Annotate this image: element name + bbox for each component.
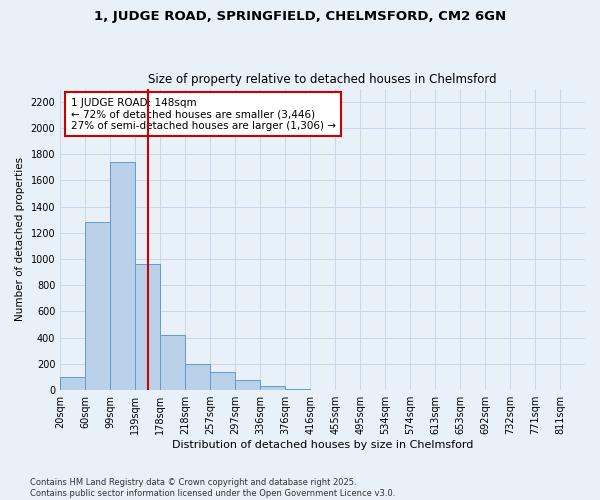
Bar <box>160 335 185 390</box>
Bar <box>210 372 235 390</box>
Bar <box>110 162 135 390</box>
Y-axis label: Number of detached properties: Number of detached properties <box>15 158 25 322</box>
Text: Contains HM Land Registry data © Crown copyright and database right 2025.
Contai: Contains HM Land Registry data © Crown c… <box>30 478 395 498</box>
Bar <box>85 222 110 390</box>
Text: 1, JUDGE ROAD, SPRINGFIELD, CHELMSFORD, CM2 6GN: 1, JUDGE ROAD, SPRINGFIELD, CHELMSFORD, … <box>94 10 506 23</box>
X-axis label: Distribution of detached houses by size in Chelmsford: Distribution of detached houses by size … <box>172 440 473 450</box>
Text: 1 JUDGE ROAD: 148sqm
← 72% of detached houses are smaller (3,446)
27% of semi-de: 1 JUDGE ROAD: 148sqm ← 72% of detached h… <box>71 98 335 131</box>
Bar <box>235 380 260 390</box>
Bar <box>135 264 160 390</box>
Bar <box>185 364 210 390</box>
Bar <box>60 377 85 390</box>
Bar <box>260 386 285 390</box>
Title: Size of property relative to detached houses in Chelmsford: Size of property relative to detached ho… <box>148 73 497 86</box>
Bar <box>285 389 310 390</box>
